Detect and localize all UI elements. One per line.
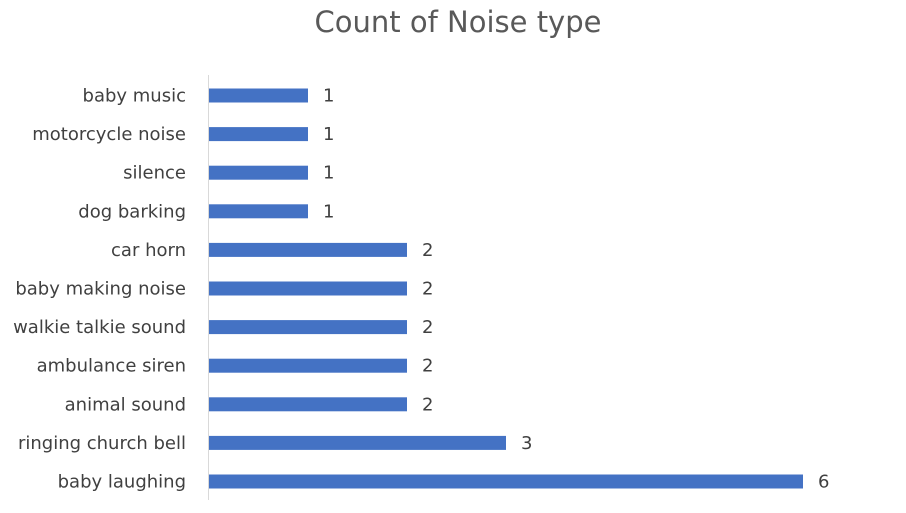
value-labels-group: 1 1 1 1 2 2 2 2 2 3 6 bbox=[323, 86, 829, 493]
data-label: 2 bbox=[422, 356, 433, 377]
category-label: animal sound bbox=[65, 394, 186, 415]
bar bbox=[209, 165, 308, 180]
data-label: 6 bbox=[818, 472, 829, 493]
bar bbox=[209, 358, 407, 373]
category-label: car horn bbox=[111, 240, 186, 261]
bar bbox=[209, 281, 407, 296]
category-label: walkie talkie sound bbox=[13, 317, 186, 338]
data-label: 2 bbox=[422, 317, 433, 338]
bar bbox=[209, 474, 803, 489]
data-label: 1 bbox=[323, 124, 334, 145]
data-label: 1 bbox=[323, 163, 334, 184]
bar bbox=[209, 242, 407, 257]
category-labels-group: baby music motorcycle noise silence dog bar… bbox=[13, 86, 186, 493]
chart-title: Count of Noise type bbox=[315, 5, 602, 39]
bar bbox=[209, 435, 506, 450]
data-label: 2 bbox=[422, 394, 433, 415]
category-label: dog barking bbox=[78, 201, 186, 222]
bar bbox=[209, 320, 407, 335]
category-label: ringing church bell bbox=[18, 433, 186, 454]
data-label: 1 bbox=[323, 86, 334, 107]
bar bbox=[209, 204, 308, 219]
category-label: baby laughing bbox=[58, 472, 186, 493]
data-label: 1 bbox=[323, 201, 334, 222]
bar bbox=[209, 127, 308, 142]
bar bbox=[209, 397, 407, 412]
bars-group bbox=[209, 88, 803, 489]
category-label: silence bbox=[123, 163, 186, 184]
data-label: 2 bbox=[422, 240, 433, 261]
category-label: ambulance siren bbox=[37, 356, 186, 377]
category-label: baby music bbox=[83, 86, 186, 107]
data-label: 2 bbox=[422, 279, 433, 300]
bar bbox=[209, 88, 308, 103]
category-label: motorcycle noise bbox=[32, 124, 186, 145]
category-label: baby making noise bbox=[15, 279, 186, 300]
data-label: 3 bbox=[521, 433, 532, 454]
